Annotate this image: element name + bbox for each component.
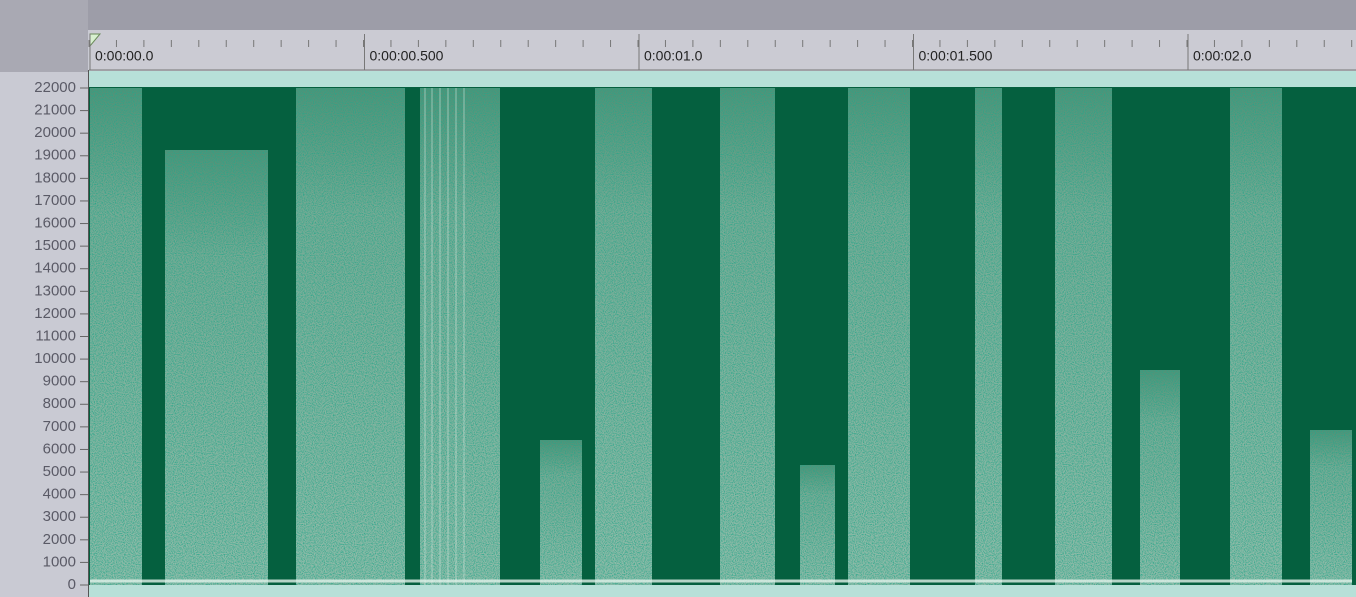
speckle bbox=[720, 88, 775, 585]
speckle bbox=[296, 88, 405, 585]
bottom-strip bbox=[89, 585, 1356, 597]
frequency-label: 14000 bbox=[34, 260, 76, 277]
frequency-label: 5000 bbox=[43, 463, 76, 480]
speckle bbox=[848, 88, 910, 585]
frequency-label: 10000 bbox=[34, 350, 76, 367]
frequency-label: 1000 bbox=[43, 553, 76, 570]
frequency-label: 17000 bbox=[34, 192, 76, 209]
time-label: 0:00:01.500 bbox=[919, 48, 993, 64]
frequency-label: 9000 bbox=[43, 373, 76, 390]
frequency-label: 7000 bbox=[43, 418, 76, 435]
speckle bbox=[1055, 88, 1112, 585]
frequency-label: 2000 bbox=[43, 531, 76, 548]
frequency-label: 15000 bbox=[34, 237, 76, 254]
frequency-label: 0 bbox=[68, 576, 76, 593]
frequency-label: 18000 bbox=[34, 169, 76, 186]
speckle bbox=[1310, 430, 1352, 585]
speckle bbox=[975, 88, 1002, 585]
frequency-label: 4000 bbox=[43, 486, 76, 503]
frequency-label: 6000 bbox=[43, 440, 76, 457]
time-label: 0:00:02.0 bbox=[1193, 48, 1252, 64]
frequency-label: 13000 bbox=[34, 282, 76, 299]
time-label: 0:00:00.500 bbox=[370, 48, 444, 64]
time-ruler[interactable] bbox=[89, 30, 1356, 70]
speckle bbox=[595, 88, 652, 585]
frequency-label: 8000 bbox=[43, 395, 76, 412]
speckle bbox=[540, 440, 582, 585]
frequency-label: 20000 bbox=[34, 124, 76, 141]
top-strip bbox=[89, 71, 1356, 87]
speckle bbox=[90, 88, 142, 585]
frequency-label: 16000 bbox=[34, 215, 76, 232]
frequency-label: 12000 bbox=[34, 305, 76, 322]
time-label: 0:00:00.0 bbox=[95, 48, 154, 64]
speckle bbox=[1140, 370, 1180, 585]
title-strip bbox=[0, 0, 1356, 30]
speckle bbox=[1230, 88, 1282, 585]
frequency-label: 19000 bbox=[34, 147, 76, 164]
spectrogram-window: 0:00:00.0 0:00:00.500 0:00:01.0 0:00:01.500… bbox=[0, 0, 1356, 597]
time-label: 0:00:01.0 bbox=[644, 48, 703, 64]
corner-box bbox=[0, 0, 88, 72]
speckle bbox=[165, 150, 268, 585]
speckle bbox=[800, 465, 835, 585]
frequency-label: 11000 bbox=[35, 327, 76, 344]
frequency-label: 22000 bbox=[34, 79, 76, 96]
frequency-label: 3000 bbox=[43, 508, 76, 525]
frequency-label: 21000 bbox=[34, 102, 76, 119]
